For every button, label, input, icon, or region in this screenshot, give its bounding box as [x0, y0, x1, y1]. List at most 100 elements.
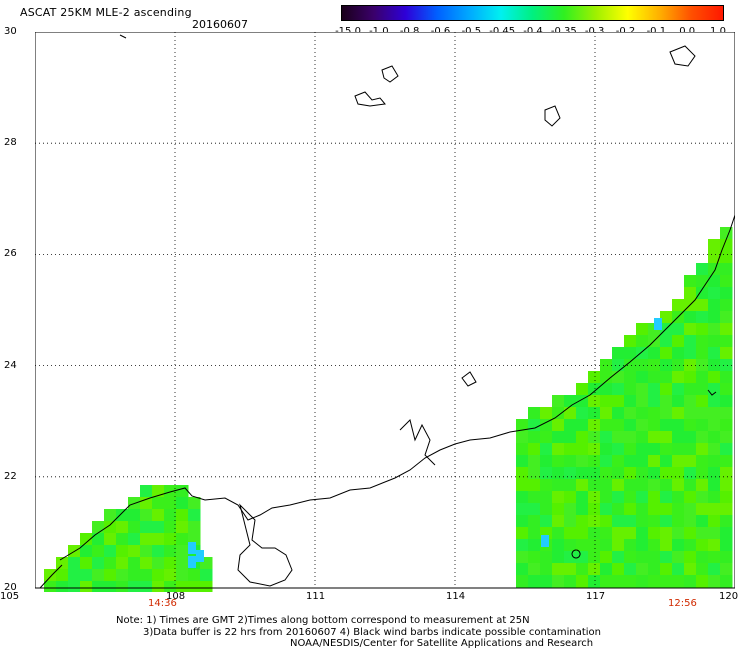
swath-cell: [600, 491, 613, 504]
latitude-tick-label: 26: [4, 248, 17, 260]
swath-cell: [552, 443, 565, 456]
swath-cell: [684, 359, 697, 372]
swath-cell: [660, 359, 673, 372]
swath-cell: [708, 383, 721, 396]
swath-cell: [708, 527, 721, 540]
swath-cell: [624, 419, 637, 432]
swath-cell: [564, 515, 577, 528]
swath-cell: [720, 275, 733, 288]
swath-cell: [600, 551, 613, 564]
swath-cell: [588, 527, 601, 540]
swath-cell: [720, 527, 733, 540]
scatterometer-swaths: [44, 227, 733, 592]
swath-cell: [188, 556, 196, 568]
swath-cell: [588, 539, 601, 552]
colorbar: [341, 5, 724, 21]
swath-cell: [164, 485, 177, 498]
swath-cell: [588, 551, 601, 564]
swath-cell: [564, 395, 577, 408]
swath-cell: [564, 551, 577, 564]
swath-cell: [128, 545, 141, 558]
swath-cell: [612, 455, 625, 468]
swath-cell: [684, 347, 697, 360]
swath-cell: [684, 407, 697, 420]
swath-cell: [176, 485, 189, 498]
swath-cell: [576, 407, 589, 420]
swath-cell: [612, 371, 625, 384]
swath-cell: [540, 563, 553, 576]
swath-cell: [684, 479, 697, 492]
swath-cell: [528, 431, 541, 444]
coastline: [39, 34, 735, 589]
swath-cell: [696, 275, 709, 288]
swath-cell: [552, 431, 565, 444]
swath-cell: [540, 431, 553, 444]
swath-cell: [708, 251, 721, 264]
swath-cell: [624, 503, 637, 516]
swath-cell: [528, 575, 541, 588]
swath-cell: [708, 467, 721, 480]
swath-cell: [636, 347, 649, 360]
swath-cell: [720, 503, 733, 516]
swath-cell: [660, 431, 673, 444]
swath-cell: [528, 467, 541, 480]
swath-cell: [636, 419, 649, 432]
swath-cell: [528, 443, 541, 456]
swath-cell: [660, 551, 673, 564]
swath-cell: [552, 563, 565, 576]
swath-cell: [552, 539, 565, 552]
swath-cell: [708, 443, 721, 456]
swath-cell: [140, 581, 153, 592]
swath-cell: [104, 581, 117, 592]
swath-cell: [56, 569, 69, 582]
swath-cell: [540, 407, 553, 420]
swath-cell: [552, 491, 565, 504]
swath-cell: [588, 419, 601, 432]
swath-cell: [540, 503, 553, 516]
swath-cell: [696, 299, 709, 312]
swath-cell: [624, 407, 637, 420]
swath-cell: [164, 509, 177, 522]
swath-cell: [684, 395, 697, 408]
swath-cell: [696, 527, 709, 540]
swath-cell: [528, 527, 541, 540]
swath-cell: [648, 575, 661, 588]
swath-cell: [152, 581, 165, 592]
swath-cell: [708, 491, 721, 504]
swath-cell: [720, 419, 733, 432]
swath-cell: [684, 563, 697, 576]
swath-cell: [44, 569, 57, 582]
swath-cell: [200, 581, 213, 592]
swath-cell: [624, 527, 637, 540]
swath-cell: [648, 395, 661, 408]
latitude-tick-label: 24: [4, 359, 17, 371]
swath-cell: [68, 569, 81, 582]
swath-cell: [612, 551, 625, 564]
swath-cell: [600, 575, 613, 588]
coastline-segment: [354, 91, 386, 107]
swath-cell: [564, 539, 577, 552]
swath-cell: [720, 371, 733, 384]
swath-cell: [92, 569, 105, 582]
swath-cell: [636, 527, 649, 540]
swath-cell: [588, 515, 601, 528]
swath-cell: [708, 563, 721, 576]
swath-cell: [612, 359, 625, 372]
swath-cell: [684, 491, 697, 504]
swath-cell: [672, 371, 685, 384]
swath-cell: [116, 533, 129, 546]
map-date: 20160607: [192, 18, 248, 31]
swath-cell: [576, 515, 589, 528]
swath-cell: [672, 491, 685, 504]
swath-cell: [188, 509, 201, 522]
swath-cell: [164, 521, 177, 534]
swath-cell: [516, 575, 529, 588]
map-title: ASCAT 25KM MLE-2 ascending: [20, 6, 192, 19]
swath-cell: [696, 371, 709, 384]
swath-cell: [576, 551, 589, 564]
swath-cell: [612, 503, 625, 516]
swath-cell: [600, 359, 613, 372]
swath-cell: [696, 263, 709, 276]
swath-cell: [564, 443, 577, 456]
swath-cell: [80, 533, 93, 546]
